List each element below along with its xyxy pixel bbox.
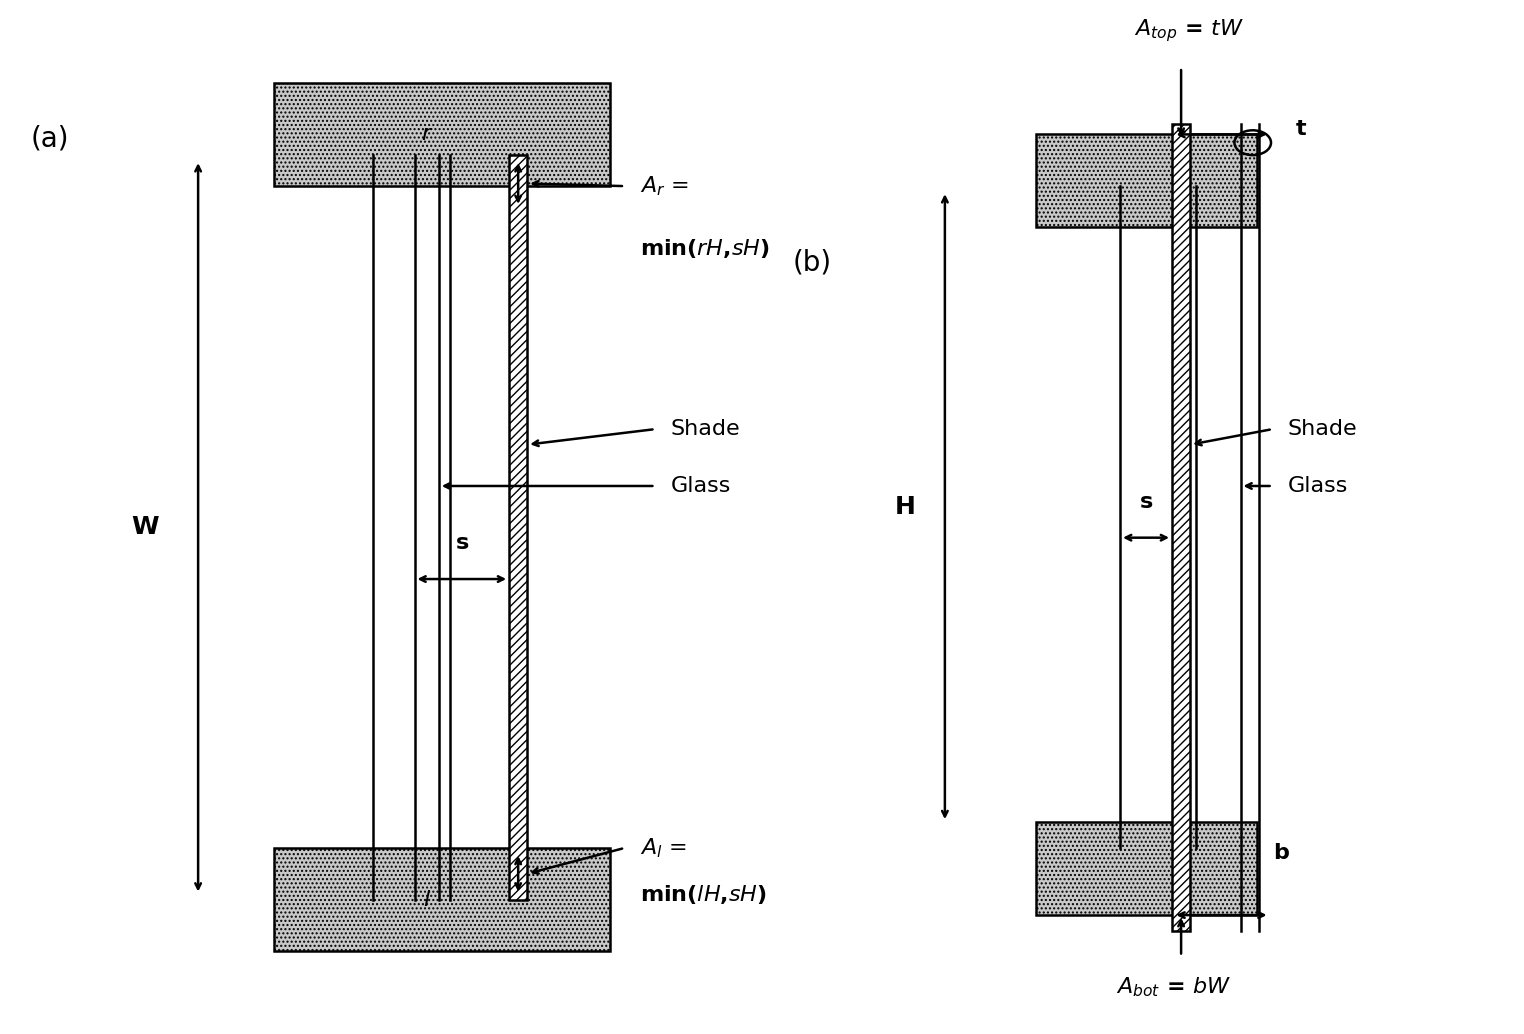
Text: min($\it{rH}$,$\it{sH}$): min($\it{rH}$,$\it{sH}$) (640, 237, 770, 260)
Text: $A_{top}$ = $\it{t}$$\it{W}$: $A_{top}$ = $\it{t}$$\it{W}$ (1134, 18, 1244, 44)
Bar (509, 155, 527, 900)
Text: $\bf{H}$: $\bf{H}$ (893, 494, 914, 519)
Text: $A_r$ =: $A_r$ = (640, 175, 689, 197)
Bar (274, 848, 610, 951)
Text: (b): (b) (792, 248, 832, 276)
Text: $A_{bot}$ = $\it{b}$$\it{W}$: $A_{bot}$ = $\it{b}$$\it{W}$ (1116, 976, 1231, 999)
Text: (a): (a) (30, 124, 69, 152)
Text: Shade: Shade (1288, 419, 1358, 439)
Bar (1036, 822, 1257, 915)
Text: min($\it{lH}$,$\it{sH}$): min($\it{lH}$,$\it{sH}$) (640, 883, 767, 906)
Bar (1036, 134, 1257, 227)
Text: $\bf{s}$: $\bf{s}$ (1138, 492, 1154, 512)
Text: Glass: Glass (671, 476, 732, 496)
Text: Glass: Glass (1288, 476, 1349, 496)
Text: $\bf{b}$: $\bf{b}$ (1273, 843, 1289, 863)
Bar (1172, 124, 1190, 931)
Text: $A_l$ =: $A_l$ = (640, 837, 687, 859)
Bar (274, 83, 610, 186)
Text: $\bf{W}$: $\bf{W}$ (131, 515, 160, 540)
Text: $\bf{t}$: $\bf{t}$ (1295, 119, 1308, 140)
Text: $\bf{s}$: $\bf{s}$ (454, 534, 469, 553)
Text: $\it{r}$: $\it{r}$ (421, 124, 433, 145)
Text: Shade: Shade (671, 419, 741, 439)
Text: $\it{l}$: $\it{l}$ (422, 889, 431, 910)
